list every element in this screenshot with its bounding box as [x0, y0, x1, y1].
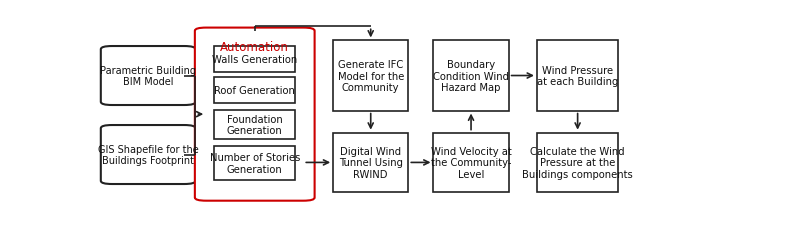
Text: Parametric Building
BIM Model: Parametric Building BIM Model — [100, 65, 196, 87]
Text: Boundary
Condition Wind
Hazard Map: Boundary Condition Wind Hazard Map — [433, 60, 509, 93]
FancyBboxPatch shape — [101, 47, 196, 106]
Text: Walls Generation: Walls Generation — [212, 55, 298, 64]
Text: Calculate the Wind
Pressure at the
Buildings components: Calculate the Wind Pressure at the Build… — [523, 146, 633, 179]
FancyBboxPatch shape — [214, 147, 295, 181]
FancyBboxPatch shape — [214, 47, 295, 72]
FancyBboxPatch shape — [434, 41, 509, 111]
Text: Automation: Automation — [220, 41, 289, 54]
FancyBboxPatch shape — [214, 111, 295, 140]
Text: Wind Velocity at
the Community-
Level: Wind Velocity at the Community- Level — [430, 146, 511, 179]
Text: Generate IFC
Model for the
Community: Generate IFC Model for the Community — [337, 60, 404, 93]
FancyBboxPatch shape — [195, 28, 315, 201]
Text: Roof Generation: Roof Generation — [214, 86, 295, 96]
FancyBboxPatch shape — [434, 133, 509, 192]
FancyBboxPatch shape — [214, 78, 295, 103]
FancyBboxPatch shape — [101, 126, 196, 184]
FancyBboxPatch shape — [537, 133, 618, 192]
Text: Foundation
Generation: Foundation Generation — [227, 114, 282, 136]
FancyBboxPatch shape — [333, 41, 409, 111]
Text: GIS Shapefile for the
Buildings Footprint: GIS Shapefile for the Buildings Footprin… — [98, 144, 198, 165]
FancyBboxPatch shape — [333, 133, 409, 192]
FancyBboxPatch shape — [537, 41, 618, 111]
Text: Number of Stories
Generation: Number of Stories Generation — [210, 153, 300, 174]
Text: Wind Pressure
at each Building: Wind Pressure at each Building — [537, 65, 618, 87]
Text: Digital Wind
Tunnel Using
RWIND: Digital Wind Tunnel Using RWIND — [339, 146, 403, 179]
